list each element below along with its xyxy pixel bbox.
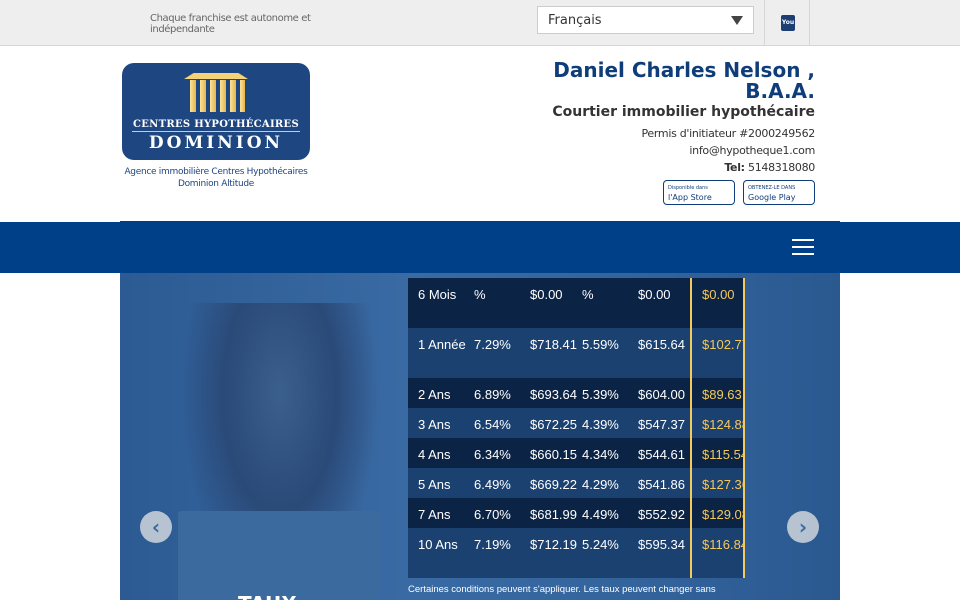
app-store-button[interactable]: Disponible dans l'App Store [663, 180, 735, 205]
table-cell: 2 Ans [418, 387, 451, 402]
savings-cell: $102.77 [690, 328, 745, 378]
logo-line1: CENTRES HYPOTHÉCAIRES [133, 119, 299, 130]
agency-name: Agence immobilière Centres Hypothécaires… [124, 167, 308, 189]
logo-line2: DOMINION [148, 133, 284, 153]
table-row: 10 Ans 7.19% $712.19 5.24% $595.34 $116.84 [408, 528, 745, 578]
nav-bar [0, 222, 960, 273]
table-cell: 4 Ans [418, 447, 451, 462]
table-cell: $595.34 [638, 537, 685, 552]
table-cell: $552.92 [638, 507, 685, 522]
table-cell: 5 Ans [418, 477, 451, 492]
language-select[interactable]: Français [537, 6, 754, 34]
table-cell: 6.70% [474, 507, 511, 522]
savings-cell: $127.36 [690, 468, 745, 498]
savings-cell: $116.84 [690, 528, 745, 578]
table-cell: 10 Ans [418, 537, 458, 552]
table-row: 2 Ans 6.89% $693.64 5.39% $604.00 $89.63 [408, 378, 745, 408]
table-cell: $615.64 [638, 337, 685, 352]
table-cell: 5.59% [582, 337, 619, 352]
table-cell: $0.00 [530, 287, 563, 302]
carousel-prev-button[interactable]: ‹ [140, 511, 172, 543]
table-cell: $0.00 [638, 287, 671, 302]
logo[interactable]: CENTRES HYPOTHÉCAIRES DOMINION [122, 63, 310, 160]
table-cell: 7.19% [474, 537, 511, 552]
table-cell: % [582, 287, 594, 302]
broker-name: Daniel Charles Nelson , B.A.A. [553, 58, 815, 103]
table-cell: 6.54% [474, 417, 511, 432]
chevron-down-icon [731, 16, 743, 25]
table-cell: 6.49% [474, 477, 511, 492]
divider [120, 221, 840, 222]
rates-note: Certaines conditions peuvent s'appliquer… [408, 584, 716, 595]
table-cell: 6.89% [474, 387, 511, 402]
table-cell: 4.49% [582, 507, 619, 522]
youtube-link[interactable]: You [764, 0, 810, 46]
savings-cell: $115.54 [690, 438, 745, 468]
table-cell: 5.24% [582, 537, 619, 552]
table-cell: $681.99 [530, 507, 577, 522]
table-cell: $604.00 [638, 387, 685, 402]
table-cell: $712.19 [530, 537, 577, 552]
table-row: 3 Ans 6.54% $672.25 4.39% $547.37 $124.88 [408, 408, 745, 438]
hero-heading: TAUX [238, 592, 297, 616]
table-cell: $693.64 [530, 387, 577, 402]
table-cell: 1 Année [418, 337, 466, 352]
savings-cell: $124.88 [690, 408, 745, 438]
google-play-button[interactable]: OBTENEZ-LE DANS Google Play [743, 180, 815, 205]
youtube-icon: You [781, 15, 795, 31]
table-cell: 7.29% [474, 337, 511, 352]
table-cell: 4.29% [582, 477, 619, 492]
top-bar: Chaque franchise est autonome et indépen… [0, 0, 960, 46]
carousel-next-button[interactable]: › [787, 511, 819, 543]
table-cell: $672.25 [530, 417, 577, 432]
table-cell: 6.34% [474, 447, 511, 462]
table-row: 1 Année 7.29% $718.41 5.59% $615.64 $102.77 [408, 328, 745, 378]
table-cell: 5.39% [582, 387, 619, 402]
savings-cell: $89.63 [690, 378, 745, 408]
tel-link[interactable]: 5148318080 [748, 161, 815, 174]
savings-cell: $129.08 [690, 498, 745, 528]
tagline: Chaque franchise est autonome et indépen… [150, 13, 311, 35]
table-cell: 3 Ans [418, 417, 451, 432]
table-cell: $547.37 [638, 417, 685, 432]
table-cell: $541.86 [638, 477, 685, 492]
table-row: 7 Ans 6.70% $681.99 4.49% $552.92 $129.08 [408, 498, 745, 528]
laptop-image [178, 511, 380, 600]
permit: Permis d'initiateur #2000249562 [641, 127, 815, 140]
email-link[interactable]: info@hypotheque1.com [689, 144, 815, 157]
broker-title: Courtier immobilier hypothécaire [552, 104, 815, 120]
table-cell: $544.61 [638, 447, 685, 462]
tel-label: Tel: [724, 161, 745, 174]
menu-icon[interactable] [792, 239, 814, 255]
table-cell: $718.41 [530, 337, 577, 352]
building-icon [184, 73, 248, 115]
broker-info: Daniel Charles Nelson , B.A.A. Courtier … [515, 60, 815, 176]
table-cell: 4.34% [582, 447, 619, 462]
table-row: 6 Mois% $0.00% $0.00 $0.00 [408, 278, 745, 328]
language-value: Français [548, 13, 602, 28]
table-cell: 7 Ans [418, 507, 451, 522]
savings-cell: $0.00 [690, 278, 745, 328]
table-cell: 6 Mois [418, 287, 457, 302]
rates-table: 6 Mois% $0.00% $0.00 $0.00 1 Année 7.29% $718.… [408, 278, 745, 578]
table-row: 4 Ans 6.34% $660.15 4.34% $544.61 $115.54 [408, 438, 745, 468]
table-cell: % [474, 287, 486, 302]
table-row: 5 Ans 6.49% $669.22 4.29% $541.86 $127.36 [408, 468, 745, 498]
table-cell: 4.39% [582, 417, 619, 432]
table-cell: $660.15 [530, 447, 577, 462]
table-cell: $669.22 [530, 477, 577, 492]
